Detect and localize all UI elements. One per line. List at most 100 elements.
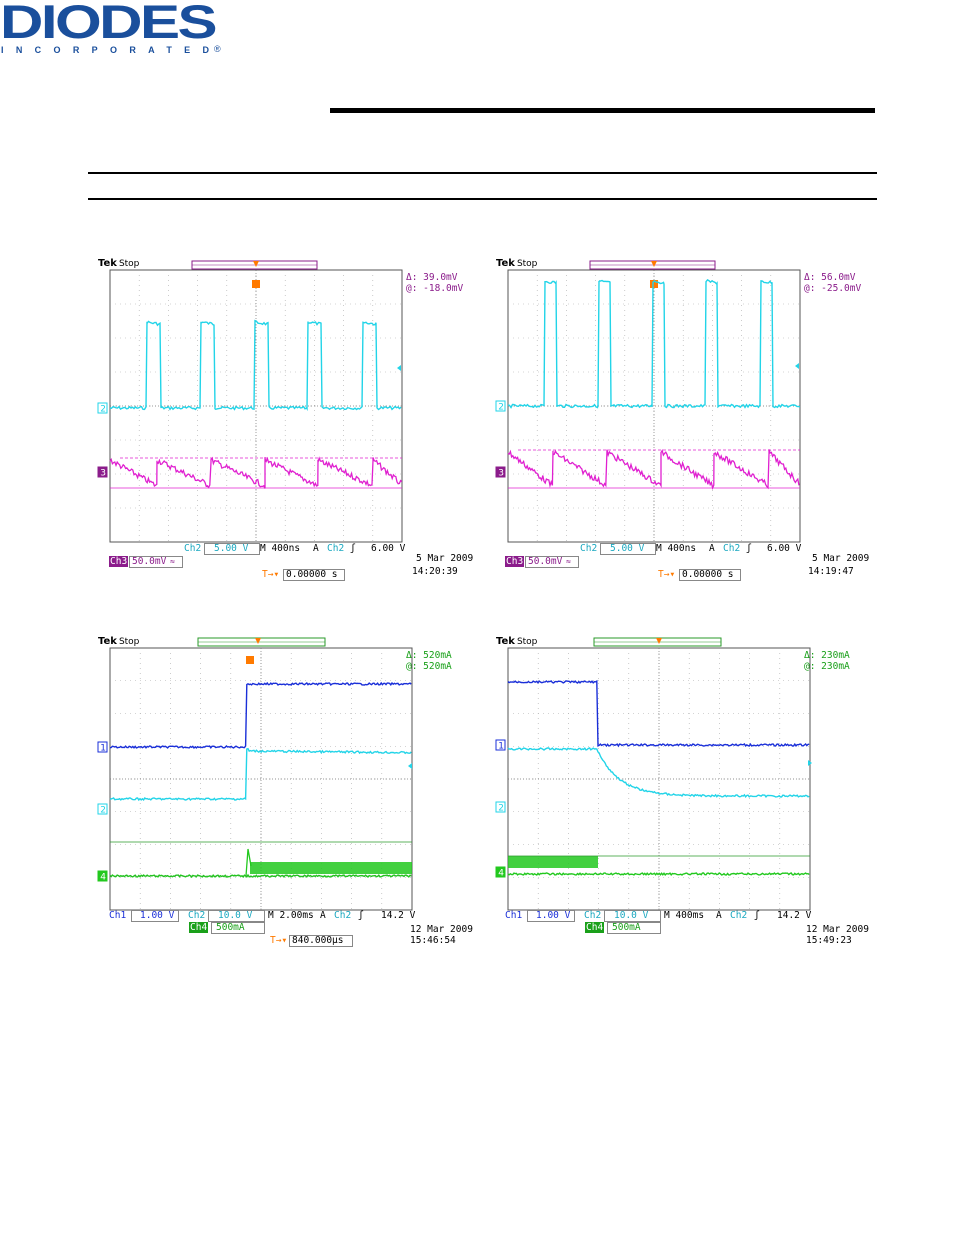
ch4-label: Ch4 — [189, 922, 209, 933]
svg-text:3: 3 — [498, 469, 504, 479]
trigger-level: 6.00 V — [767, 543, 802, 554]
trigger-marker-icon — [252, 280, 260, 288]
tek-brand: Tek — [496, 258, 515, 269]
trigger-position-box — [283, 569, 345, 581]
trigger-slope-icon: ʃ — [350, 543, 356, 554]
header-rule — [330, 108, 875, 113]
trigger-level-icon — [808, 760, 812, 766]
trigger-offset-icon: T→▾ — [658, 569, 676, 580]
ch4-marker: 4 — [495, 866, 506, 879]
ch2-marker: 2 — [495, 801, 506, 814]
ch3-label: Ch3 — [109, 556, 129, 567]
trigger-channel: Ch2 — [730, 910, 748, 921]
tek-brand: Tek — [496, 636, 515, 647]
trigger-slope-icon: ʃ — [754, 910, 760, 921]
timebase: M 400ns — [260, 543, 301, 554]
ch2-trace — [109, 319, 402, 412]
trigger-position: 0.00000 s — [682, 569, 734, 580]
trigger-mode: A — [313, 543, 319, 554]
trigger-channel: Ch2 — [334, 910, 352, 921]
tek-label: Tek Stop — [98, 636, 139, 647]
trigger-mode: A — [709, 543, 715, 554]
trigger-level: 14.2 V — [777, 910, 812, 921]
ch1-scale-box — [527, 910, 575, 922]
cursor-delta-readout: Δ: 520mA — [406, 650, 452, 661]
timebase: M 400ns — [656, 543, 697, 554]
ch1-marker: 1 — [495, 739, 506, 752]
ch1-trace — [109, 681, 412, 750]
oscilloscope-capture-4: 1 2 4 Tek Stop Δ: 230mA @: 230mA Ch1 1.00 V Ch2 10… — [494, 634, 874, 974]
trigger-offset-icon: T→▾ — [262, 569, 280, 580]
trigger-position-box — [289, 935, 353, 947]
trigger-position-icon — [656, 638, 662, 644]
trigger-position: 0.00000 s — [286, 569, 338, 580]
capture-date: 12 Mar 2009 — [806, 924, 869, 935]
trigger-mode: A — [320, 910, 326, 921]
ch2-scale: 10.0 V — [614, 910, 649, 921]
ch4-scale-box — [607, 922, 661, 934]
capture-time: 14:19:47 — [808, 566, 854, 577]
ch2-scale-box — [204, 543, 260, 555]
svg-text:4: 4 — [100, 873, 106, 883]
ch2-label: Ch2 — [580, 543, 598, 554]
ch2-marker: 2 — [97, 803, 108, 816]
ch2-label: Ch2 — [584, 910, 602, 921]
svg-text:2: 2 — [498, 804, 504, 814]
tek-label: Tek Stop — [98, 258, 139, 269]
ch3-trace — [507, 448, 800, 491]
cursor-position-readout: @: -25.0mV — [804, 283, 862, 294]
trigger-offset-icon: T→▾ — [270, 935, 288, 946]
ch4-scale-box — [211, 922, 265, 934]
ch2-trace — [109, 747, 412, 802]
tek-brand: Tek — [98, 636, 117, 647]
ch3-scale-box — [129, 556, 183, 568]
trigger-marker-icon — [246, 656, 254, 664]
ch1-marker: 1 — [97, 741, 108, 754]
ch2-scale-box — [600, 543, 656, 555]
capture-date: 12 Mar 2009 — [410, 924, 473, 935]
ch1-label: Ch1 — [109, 910, 127, 921]
timebase: M 400ms — [664, 910, 705, 921]
ch2-trace — [507, 747, 810, 799]
ch2-scale-box — [604, 910, 661, 922]
tek-brand: Tek — [98, 258, 117, 269]
cursor-delta-readout: Δ: 39.0mV — [406, 272, 458, 283]
tek-label: Tek Stop — [496, 258, 537, 269]
svg-text:2: 2 — [498, 403, 504, 413]
ch4-scale: 500mA — [612, 922, 641, 933]
ac-coupling-icon: ≈ — [566, 557, 571, 566]
ch2-scale: 5.00 V — [610, 543, 645, 554]
ch4-scale: 500mA — [216, 922, 245, 933]
trigger-position-box — [679, 569, 741, 581]
capture-time: 14:20:39 — [412, 566, 458, 577]
ch4-label: Ch4 — [585, 922, 605, 933]
trigger-slope-icon: ʃ — [358, 910, 364, 921]
ch3-marker: 3 — [495, 466, 506, 479]
trigger-level: 6.00 V — [371, 543, 406, 554]
cursor-position-readout: @: 520mA — [406, 661, 452, 672]
ch3-trace — [109, 456, 403, 489]
ch3-scale-box — [525, 556, 579, 568]
ch2-scale: 5.00 V — [214, 543, 249, 554]
ch4-ripple — [508, 856, 598, 868]
registered-mark: ® — [214, 44, 221, 54]
cursor-delta-readout: Δ: 230mA — [804, 650, 850, 661]
ch1-label: Ch1 — [505, 910, 523, 921]
svg-text:2: 2 — [100, 806, 106, 816]
cursor-delta-readout: Δ: 56.0mV — [804, 272, 856, 283]
capture-time: 15:49:23 — [806, 935, 852, 946]
ch1-scale: 1.00 V — [140, 910, 175, 921]
trigger-position: 840.000μs — [292, 935, 344, 946]
ch2-marker: 2 — [495, 400, 506, 413]
acquisition-status: Stop — [118, 259, 140, 269]
ch4-trace — [109, 873, 412, 879]
ch3-label: Ch3 — [505, 556, 525, 567]
ch4-marker: 4 — [97, 870, 108, 883]
graticule — [507, 647, 811, 911]
ch2-label: Ch2 — [188, 910, 206, 921]
ac-coupling-icon: ≈ — [170, 557, 175, 566]
ch2-scale-box — [208, 910, 265, 922]
cursor-position-readout: @: -18.0mV — [406, 283, 464, 294]
ch2-marker: 2 — [97, 402, 108, 415]
trigger-channel: Ch2 — [723, 543, 741, 554]
